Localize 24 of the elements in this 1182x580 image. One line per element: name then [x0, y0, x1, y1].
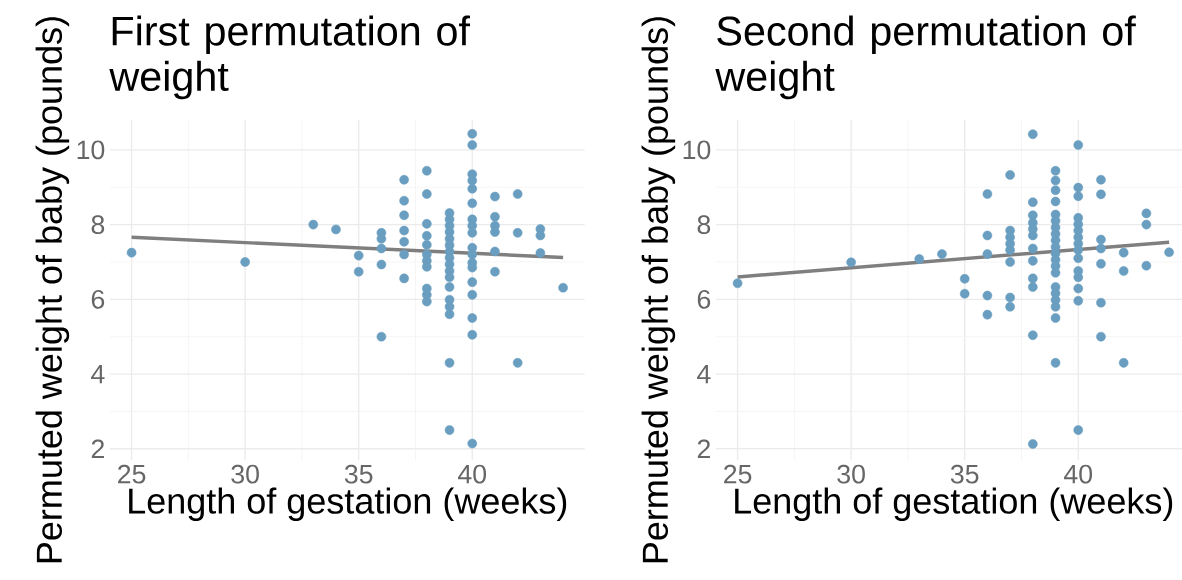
y-tick-label: 10 — [683, 140, 711, 160]
y-tick-label: 2 — [697, 439, 710, 459]
x-tick-label: 30 — [231, 464, 259, 484]
y-axis-title: Permuted weight of baby (pounds) — [641, 17, 676, 563]
chart-title: Second permutation of weight — [715, 15, 1136, 100]
y-tick-label: 4 — [91, 364, 105, 384]
x-axis-title: Length of gestation (weeks) — [735, 487, 1173, 521]
x-tick-label: 40 — [1064, 464, 1093, 484]
y-tick-label: 6 — [91, 289, 105, 309]
y-axis-title: Permuted weight of baby (pounds) — [35, 17, 70, 563]
x-tick-label: 40 — [458, 464, 487, 484]
y-tick-label: 6 — [697, 289, 711, 309]
y-tick-label: 8 — [697, 215, 711, 235]
y-tick-label: 10 — [77, 140, 105, 160]
x-axis-title: Length of gestation (weeks) — [129, 487, 567, 521]
y-tick-label: 4 — [697, 364, 711, 384]
x-tick-label: 35 — [344, 464, 373, 484]
chart-title: First permutation of weight — [109, 15, 471, 100]
y-tick-label: 2 — [91, 439, 104, 459]
x-tick-label: 35 — [950, 464, 979, 484]
y-tick-label: 8 — [91, 215, 105, 235]
x-tick-label: 25 — [118, 464, 146, 484]
x-tick-label: 30 — [837, 464, 865, 484]
x-tick-label: 25 — [724, 464, 752, 484]
